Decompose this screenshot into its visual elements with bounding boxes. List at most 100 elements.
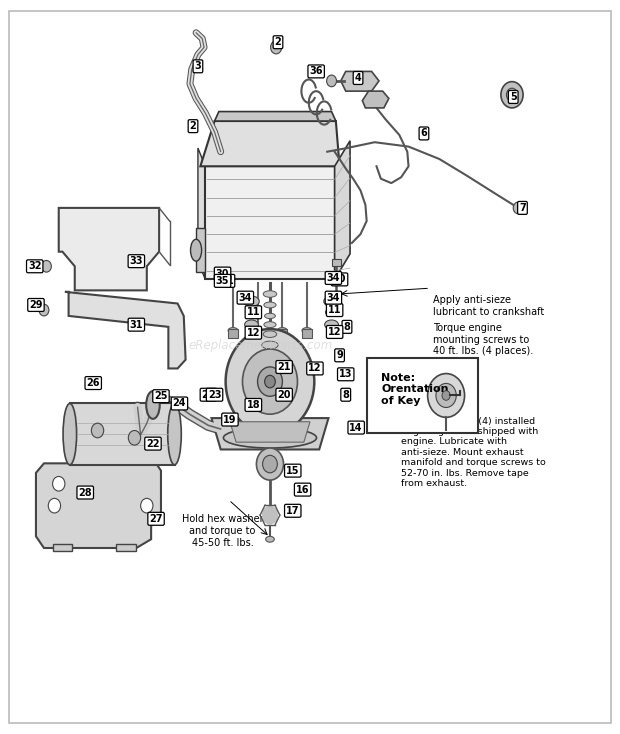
Circle shape: [91, 424, 104, 437]
Text: 23: 23: [208, 390, 221, 400]
Polygon shape: [335, 141, 350, 280]
Text: 28: 28: [78, 487, 92, 498]
Ellipse shape: [264, 302, 276, 308]
Ellipse shape: [264, 331, 277, 338]
Text: eReplacementParts.com: eReplacementParts.com: [188, 338, 333, 352]
Text: 10: 10: [333, 275, 347, 284]
Ellipse shape: [277, 327, 287, 333]
Bar: [70, 404, 174, 465]
Text: 14: 14: [350, 423, 363, 432]
Circle shape: [141, 498, 153, 513]
Circle shape: [501, 81, 523, 108]
Ellipse shape: [190, 239, 202, 261]
Text: 9: 9: [336, 350, 343, 360]
Polygon shape: [230, 422, 310, 442]
Polygon shape: [215, 112, 336, 121]
Ellipse shape: [265, 313, 275, 319]
Polygon shape: [211, 418, 329, 449]
Text: 11: 11: [328, 305, 342, 315]
Bar: [116, 544, 136, 551]
Text: 22: 22: [146, 439, 160, 448]
Ellipse shape: [265, 537, 274, 542]
Bar: [253, 329, 263, 338]
Circle shape: [262, 506, 278, 525]
Polygon shape: [36, 463, 161, 548]
Text: 34: 34: [327, 273, 340, 283]
Circle shape: [507, 88, 518, 101]
Text: 4: 4: [355, 73, 361, 83]
Bar: [332, 259, 341, 266]
Text: 2: 2: [190, 121, 197, 131]
Ellipse shape: [326, 308, 337, 316]
Circle shape: [48, 498, 61, 513]
Text: 17: 17: [286, 506, 299, 516]
Text: 12: 12: [328, 327, 342, 337]
Circle shape: [436, 383, 456, 407]
Text: 3: 3: [195, 62, 202, 71]
Circle shape: [42, 261, 51, 272]
Text: 20: 20: [277, 390, 291, 400]
Circle shape: [513, 202, 523, 214]
Text: 12: 12: [308, 363, 322, 374]
Ellipse shape: [264, 321, 276, 327]
Text: 29: 29: [29, 300, 43, 310]
Text: 6: 6: [420, 128, 427, 139]
Text: 34: 34: [327, 293, 340, 302]
Text: 8: 8: [343, 322, 350, 332]
Circle shape: [428, 374, 464, 418]
Text: 7: 7: [519, 203, 526, 213]
Circle shape: [270, 41, 281, 54]
Circle shape: [442, 390, 450, 400]
Bar: [228, 329, 238, 338]
Circle shape: [257, 367, 282, 396]
Text: 25: 25: [154, 391, 168, 401]
Polygon shape: [65, 292, 185, 368]
Text: 11: 11: [247, 308, 260, 317]
Text: 12: 12: [247, 327, 260, 338]
Circle shape: [39, 304, 49, 316]
Text: 18: 18: [247, 400, 260, 410]
Ellipse shape: [228, 327, 238, 333]
Circle shape: [257, 448, 283, 480]
Bar: [277, 329, 287, 338]
FancyBboxPatch shape: [205, 167, 335, 280]
Text: 27: 27: [149, 514, 163, 524]
Text: 1: 1: [226, 276, 233, 286]
Circle shape: [265, 375, 275, 388]
Ellipse shape: [264, 364, 276, 370]
Text: 8: 8: [342, 390, 349, 400]
Polygon shape: [198, 148, 205, 280]
Ellipse shape: [168, 404, 181, 465]
Text: 35: 35: [216, 276, 229, 286]
Ellipse shape: [146, 391, 160, 419]
Ellipse shape: [245, 320, 259, 330]
Circle shape: [327, 75, 337, 87]
Polygon shape: [59, 208, 159, 291]
Text: 2: 2: [275, 37, 281, 47]
Polygon shape: [362, 91, 389, 108]
Circle shape: [226, 329, 314, 434]
Ellipse shape: [302, 327, 312, 333]
Circle shape: [242, 349, 298, 414]
Text: 5: 5: [510, 92, 516, 102]
Text: 20: 20: [202, 390, 215, 400]
FancyBboxPatch shape: [366, 357, 478, 433]
Bar: [302, 329, 312, 338]
Text: Note:
Orentation
of Key: Note: Orentation of Key: [381, 373, 449, 406]
Text: Remove screws (4) installed
finger-tight and shipped with
engine. Lubricate with: Remove screws (4) installed finger-tight…: [401, 417, 546, 488]
Text: Apply anti-sieze
lubricant to crankshaft: Apply anti-sieze lubricant to crankshaft: [433, 296, 544, 317]
Ellipse shape: [262, 341, 278, 349]
Text: 24: 24: [173, 399, 186, 409]
Text: Hold hex washer
and torque to
45-50 ft. lbs.: Hold hex washer and torque to 45-50 ft. …: [182, 515, 264, 548]
Text: 32: 32: [28, 261, 42, 272]
Text: 30: 30: [216, 269, 229, 279]
Circle shape: [128, 431, 141, 445]
Text: 36: 36: [309, 66, 323, 76]
Text: 34: 34: [239, 293, 252, 302]
Ellipse shape: [63, 404, 77, 465]
Circle shape: [53, 476, 65, 491]
Ellipse shape: [223, 428, 317, 448]
Bar: [53, 544, 73, 551]
Ellipse shape: [244, 296, 259, 307]
Text: Torque engine
mounting screws to
40 ft. lbs. (4 places).: Torque engine mounting screws to 40 ft. …: [433, 323, 533, 357]
